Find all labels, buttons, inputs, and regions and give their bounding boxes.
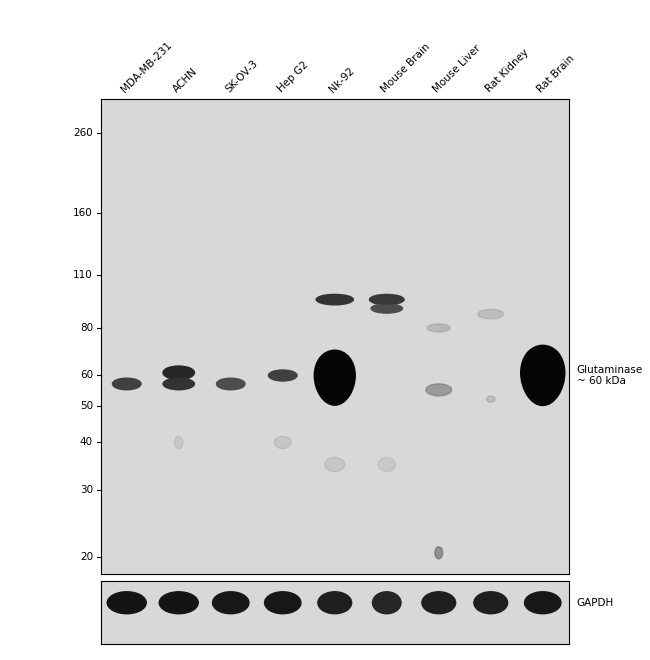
Ellipse shape — [274, 436, 291, 449]
Ellipse shape — [318, 592, 352, 614]
Text: GAPDH: GAPDH — [577, 598, 614, 608]
Text: MDA-MB-231: MDA-MB-231 — [120, 40, 174, 94]
Text: 60: 60 — [80, 370, 93, 380]
Ellipse shape — [478, 310, 504, 319]
Ellipse shape — [474, 592, 508, 614]
Text: Rat Kidney: Rat Kidney — [484, 48, 530, 94]
Text: Mouse Liver: Mouse Liver — [432, 43, 483, 94]
Ellipse shape — [268, 370, 297, 381]
Ellipse shape — [163, 366, 194, 379]
Ellipse shape — [370, 294, 404, 305]
Ellipse shape — [426, 384, 452, 396]
Ellipse shape — [486, 396, 495, 402]
Text: Rat Brain: Rat Brain — [536, 53, 577, 94]
Ellipse shape — [378, 457, 395, 472]
Ellipse shape — [107, 592, 146, 614]
Text: Glutaminase
~ 60 kDa: Glutaminase ~ 60 kDa — [577, 364, 643, 386]
Ellipse shape — [159, 592, 198, 614]
Ellipse shape — [265, 592, 301, 614]
Text: 50: 50 — [80, 401, 93, 411]
Ellipse shape — [427, 324, 450, 332]
Text: Nk-92: Nk-92 — [328, 65, 357, 94]
Ellipse shape — [372, 592, 401, 614]
Text: ACHN: ACHN — [172, 66, 200, 94]
Ellipse shape — [316, 294, 354, 305]
Text: 40: 40 — [80, 438, 93, 447]
Ellipse shape — [213, 592, 249, 614]
Ellipse shape — [315, 350, 355, 405]
Ellipse shape — [525, 592, 561, 614]
Text: 20: 20 — [80, 552, 93, 562]
Text: Hep G2: Hep G2 — [276, 60, 310, 94]
Ellipse shape — [112, 378, 141, 390]
Ellipse shape — [163, 378, 194, 390]
Ellipse shape — [174, 436, 183, 449]
Ellipse shape — [422, 592, 456, 614]
Ellipse shape — [435, 546, 443, 559]
Ellipse shape — [370, 295, 404, 304]
Text: 80: 80 — [80, 323, 93, 333]
Text: Mouse Brain: Mouse Brain — [380, 42, 432, 94]
Text: 160: 160 — [73, 209, 93, 218]
Ellipse shape — [371, 304, 402, 313]
Text: 260: 260 — [73, 128, 93, 139]
Ellipse shape — [216, 378, 245, 390]
Ellipse shape — [521, 345, 565, 405]
Text: 110: 110 — [73, 271, 93, 280]
Text: SK-OV-3: SK-OV-3 — [224, 58, 260, 94]
Text: 30: 30 — [80, 485, 93, 495]
Ellipse shape — [325, 457, 344, 472]
